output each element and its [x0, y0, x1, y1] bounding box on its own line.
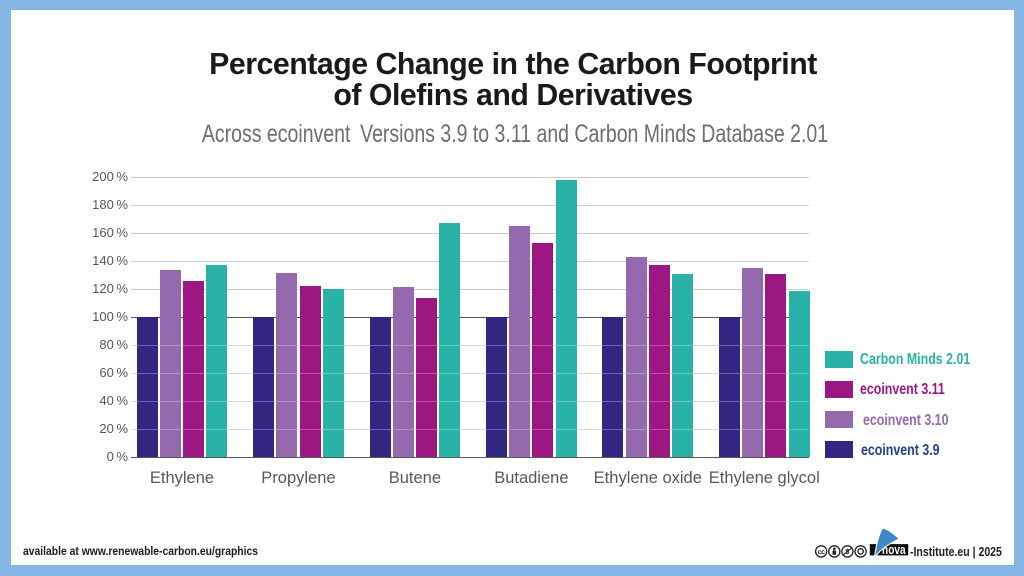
svg-text:cc: cc [818, 549, 825, 556]
svg-text:nova: nova [882, 542, 906, 557]
